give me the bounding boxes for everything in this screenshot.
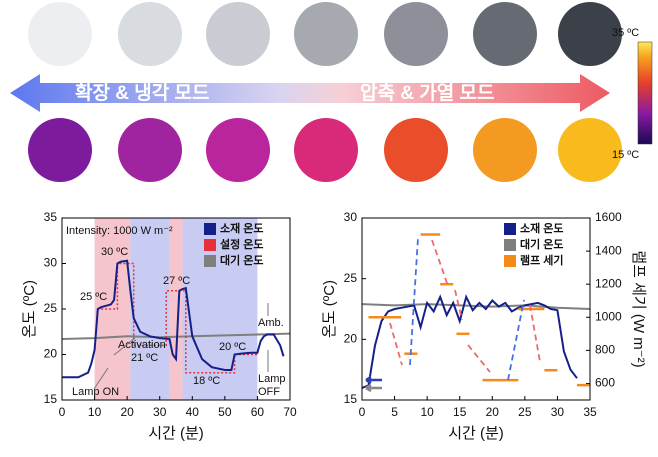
annotation-arrow [113, 337, 136, 356]
bottom-discs [28, 118, 622, 182]
heating-mode: 압축 & 가열 모드 [360, 82, 494, 104]
x-tick-label: 5 [391, 405, 398, 419]
y2-axis-label: 램프 세기 (W m⁻²) [630, 250, 647, 367]
colorbar [637, 41, 653, 145]
trend-arrow [454, 289, 463, 321]
colorbar-min: 15 ºC [612, 149, 639, 161]
y-tick-label: 15 [344, 392, 358, 406]
trend-arrow [389, 322, 403, 366]
annotation: Intensity: 1000 W m⁻² [66, 225, 173, 237]
y2-tick-label: 600 [595, 376, 615, 390]
trend-arrow [529, 304, 541, 363]
mode-arrow [10, 74, 610, 112]
y-tick-label: 15 [44, 392, 58, 406]
x-tick-label: 30 [551, 405, 565, 419]
plot-frame [361, 217, 591, 401]
legend-label: 대기 온도 [520, 237, 564, 251]
x-tick-label: 70 [283, 405, 297, 419]
legend-label: 소재 온도 [220, 221, 264, 235]
colorbar-max: 35 ºC [612, 27, 639, 39]
y-tick-label: 25 [344, 271, 358, 285]
annotation: OFF [258, 386, 280, 398]
y-tick-label: 30 [344, 210, 358, 224]
legend-label: 설정 온도 [220, 237, 264, 251]
annotation: 27 ºC [163, 275, 190, 287]
x-axis-label: 시간 (분) [448, 425, 504, 442]
start-marker [365, 375, 382, 385]
x-tick-label: 0 [359, 405, 366, 419]
x-tick-label: 0 [59, 405, 66, 419]
trend-arrow [431, 239, 449, 287]
legend-swatch [204, 255, 216, 267]
top-discs [28, 2, 622, 66]
y-tick-label: 35 [44, 210, 58, 224]
annotation: 18 ºC [193, 375, 220, 387]
x-tick-label: 15 [453, 405, 467, 419]
annotation: 20 ºC [219, 341, 246, 353]
legend-swatch [204, 223, 216, 235]
x-tick-label: 60 [251, 405, 265, 419]
x-tick-label: 25 [518, 405, 532, 419]
y-axis-label: 온도 (ºC) [21, 280, 38, 338]
y2-tick-label: 1200 [595, 276, 622, 290]
legend-swatch [504, 255, 516, 267]
cooling-mode: 확장 & 냉각 모드 [75, 81, 209, 104]
y-tick-label: 20 [344, 332, 358, 346]
y-tick-label: 20 [44, 347, 58, 361]
annotation: 30 ºC [101, 246, 128, 258]
legend-swatch [204, 239, 216, 251]
trend-arrow [467, 344, 491, 373]
x-tick-label: 20 [486, 405, 500, 419]
y2-tick-label: 800 [595, 343, 615, 357]
series-line [101, 262, 258, 374]
series-line [361, 294, 578, 389]
annotation: Lamp [258, 373, 286, 385]
annotation: 21 ºC [131, 352, 158, 364]
annotation: Amb. [258, 317, 284, 329]
x-axis-label: 시간 (분) [148, 425, 204, 442]
phase-span [130, 218, 170, 400]
series-line [61, 332, 291, 340]
plot-frame [61, 217, 291, 401]
legend-label: 소재 온도 [520, 221, 564, 235]
y-axis-label: 온도 (ºC) [321, 280, 338, 338]
annotation: 25 ºC [80, 291, 107, 303]
annotation: Activation [118, 339, 166, 351]
legend-swatch [504, 239, 516, 251]
legend-label: 램프 세기 [520, 253, 564, 267]
x-tick-label: 10 [88, 405, 102, 419]
series-line [62, 259, 285, 379]
y2-tick-label: 1400 [595, 243, 622, 257]
start-marker [365, 383, 382, 393]
trend-arrow [507, 299, 525, 381]
y-tick-label: 25 [44, 301, 58, 315]
y2-tick-label: 1600 [595, 210, 622, 224]
x-tick-label: 35 [583, 405, 597, 419]
legend-swatch [504, 223, 516, 235]
legend-label: 대기 온도 [220, 253, 264, 267]
x-tick-label: 50 [218, 405, 232, 419]
phase-span [94, 218, 131, 400]
annotation-arrow [93, 367, 109, 390]
trend-arrow [409, 237, 419, 366]
phase-span [169, 218, 183, 400]
x-tick-label: 20 [120, 405, 134, 419]
x-tick-label: 30 [153, 405, 167, 419]
y2-tick-label: 1000 [595, 309, 622, 323]
annotation: Lamp ON [72, 386, 119, 398]
x-tick-label: 40 [186, 405, 200, 419]
y-tick-label: 30 [44, 256, 58, 270]
x-tick-label: 10 [420, 405, 434, 419]
